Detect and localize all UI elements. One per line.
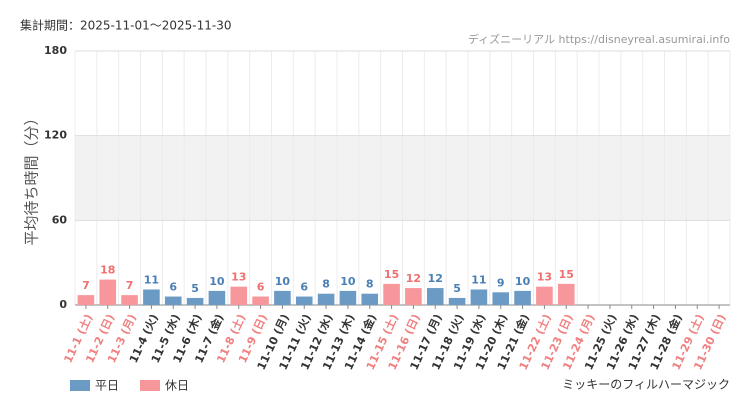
source: ディズニーリアル https://disneyreal.asumirai.inf… — [468, 32, 730, 46]
data-label: 13 — [231, 271, 246, 284]
data-label: 9 — [497, 276, 505, 289]
y-tick-label: 0 — [59, 298, 67, 311]
bar — [186, 297, 204, 305]
data-label: 10 — [209, 275, 225, 288]
legend-swatch — [70, 380, 90, 391]
period: 集計期間：2025-11-01～2025-11-30 — [20, 18, 231, 33]
attraction-name: ミッキーのフィルハーマジック — [562, 378, 730, 392]
data-label: 6 — [169, 281, 177, 294]
data-label: 11 — [144, 273, 159, 286]
bar — [230, 286, 248, 305]
y-tick-label: 180 — [44, 44, 67, 57]
data-label: 12 — [428, 272, 443, 285]
y-tick-label: 60 — [52, 213, 68, 226]
bar — [470, 289, 488, 305]
bar — [208, 290, 226, 305]
data-label: 7 — [126, 279, 134, 292]
data-label: 6 — [257, 281, 265, 294]
bar — [164, 296, 182, 305]
bar — [121, 295, 138, 305]
data-label: 13 — [537, 271, 552, 284]
bar — [514, 290, 531, 305]
bar — [361, 293, 379, 305]
data-label: 8 — [366, 278, 374, 291]
bar — [383, 283, 400, 305]
bar — [77, 295, 95, 305]
data-label: 11 — [471, 273, 486, 286]
bar — [143, 289, 160, 305]
data-label: 7 — [82, 279, 90, 292]
y-axis-label: 平均待ち時間（分） — [23, 110, 41, 245]
bar — [405, 288, 422, 305]
bar — [252, 296, 269, 305]
bar — [274, 290, 291, 305]
bar — [536, 286, 553, 305]
data-label: 10 — [340, 275, 356, 288]
bar — [317, 293, 335, 305]
bar — [492, 292, 510, 305]
bar — [426, 288, 444, 305]
data-label: 10 — [515, 275, 531, 288]
data-label: 8 — [322, 278, 330, 291]
data-label: 15 — [384, 268, 399, 281]
y-tick-label: 120 — [44, 129, 67, 142]
bar — [448, 297, 466, 305]
data-label: 18 — [100, 264, 115, 277]
legend-label: 休日 — [165, 379, 189, 393]
data-label: 5 — [453, 282, 461, 295]
bar — [339, 290, 357, 305]
data-label: 15 — [559, 268, 574, 281]
data-label: 5 — [191, 282, 199, 295]
legend-label: 平日 — [95, 379, 119, 393]
data-label: 12 — [406, 272, 421, 285]
data-label: 10 — [275, 275, 291, 288]
bar — [99, 279, 117, 305]
legend-swatch — [140, 380, 160, 391]
bar — [295, 296, 313, 305]
data-label: 6 — [300, 281, 308, 294]
bar — [557, 283, 575, 305]
